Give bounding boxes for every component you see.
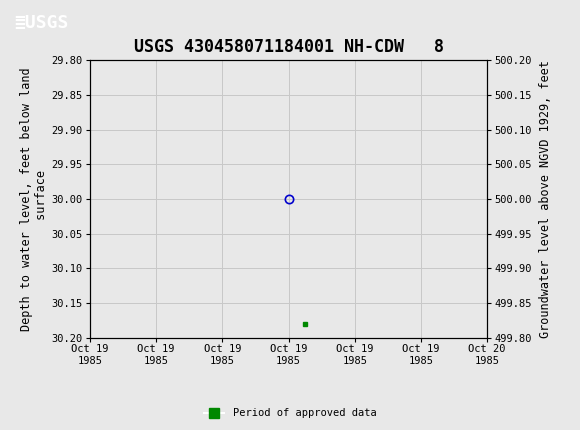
Text: ≣USGS: ≣USGS [14, 14, 69, 31]
Y-axis label: Depth to water level, feet below land
 surface: Depth to water level, feet below land su… [20, 67, 48, 331]
Y-axis label: Groundwater level above NGVD 1929, feet: Groundwater level above NGVD 1929, feet [539, 60, 552, 338]
Title: USGS 430458071184001 NH-CDW   8: USGS 430458071184001 NH-CDW 8 [133, 38, 444, 56]
Legend: Period of approved data: Period of approved data [200, 404, 380, 423]
